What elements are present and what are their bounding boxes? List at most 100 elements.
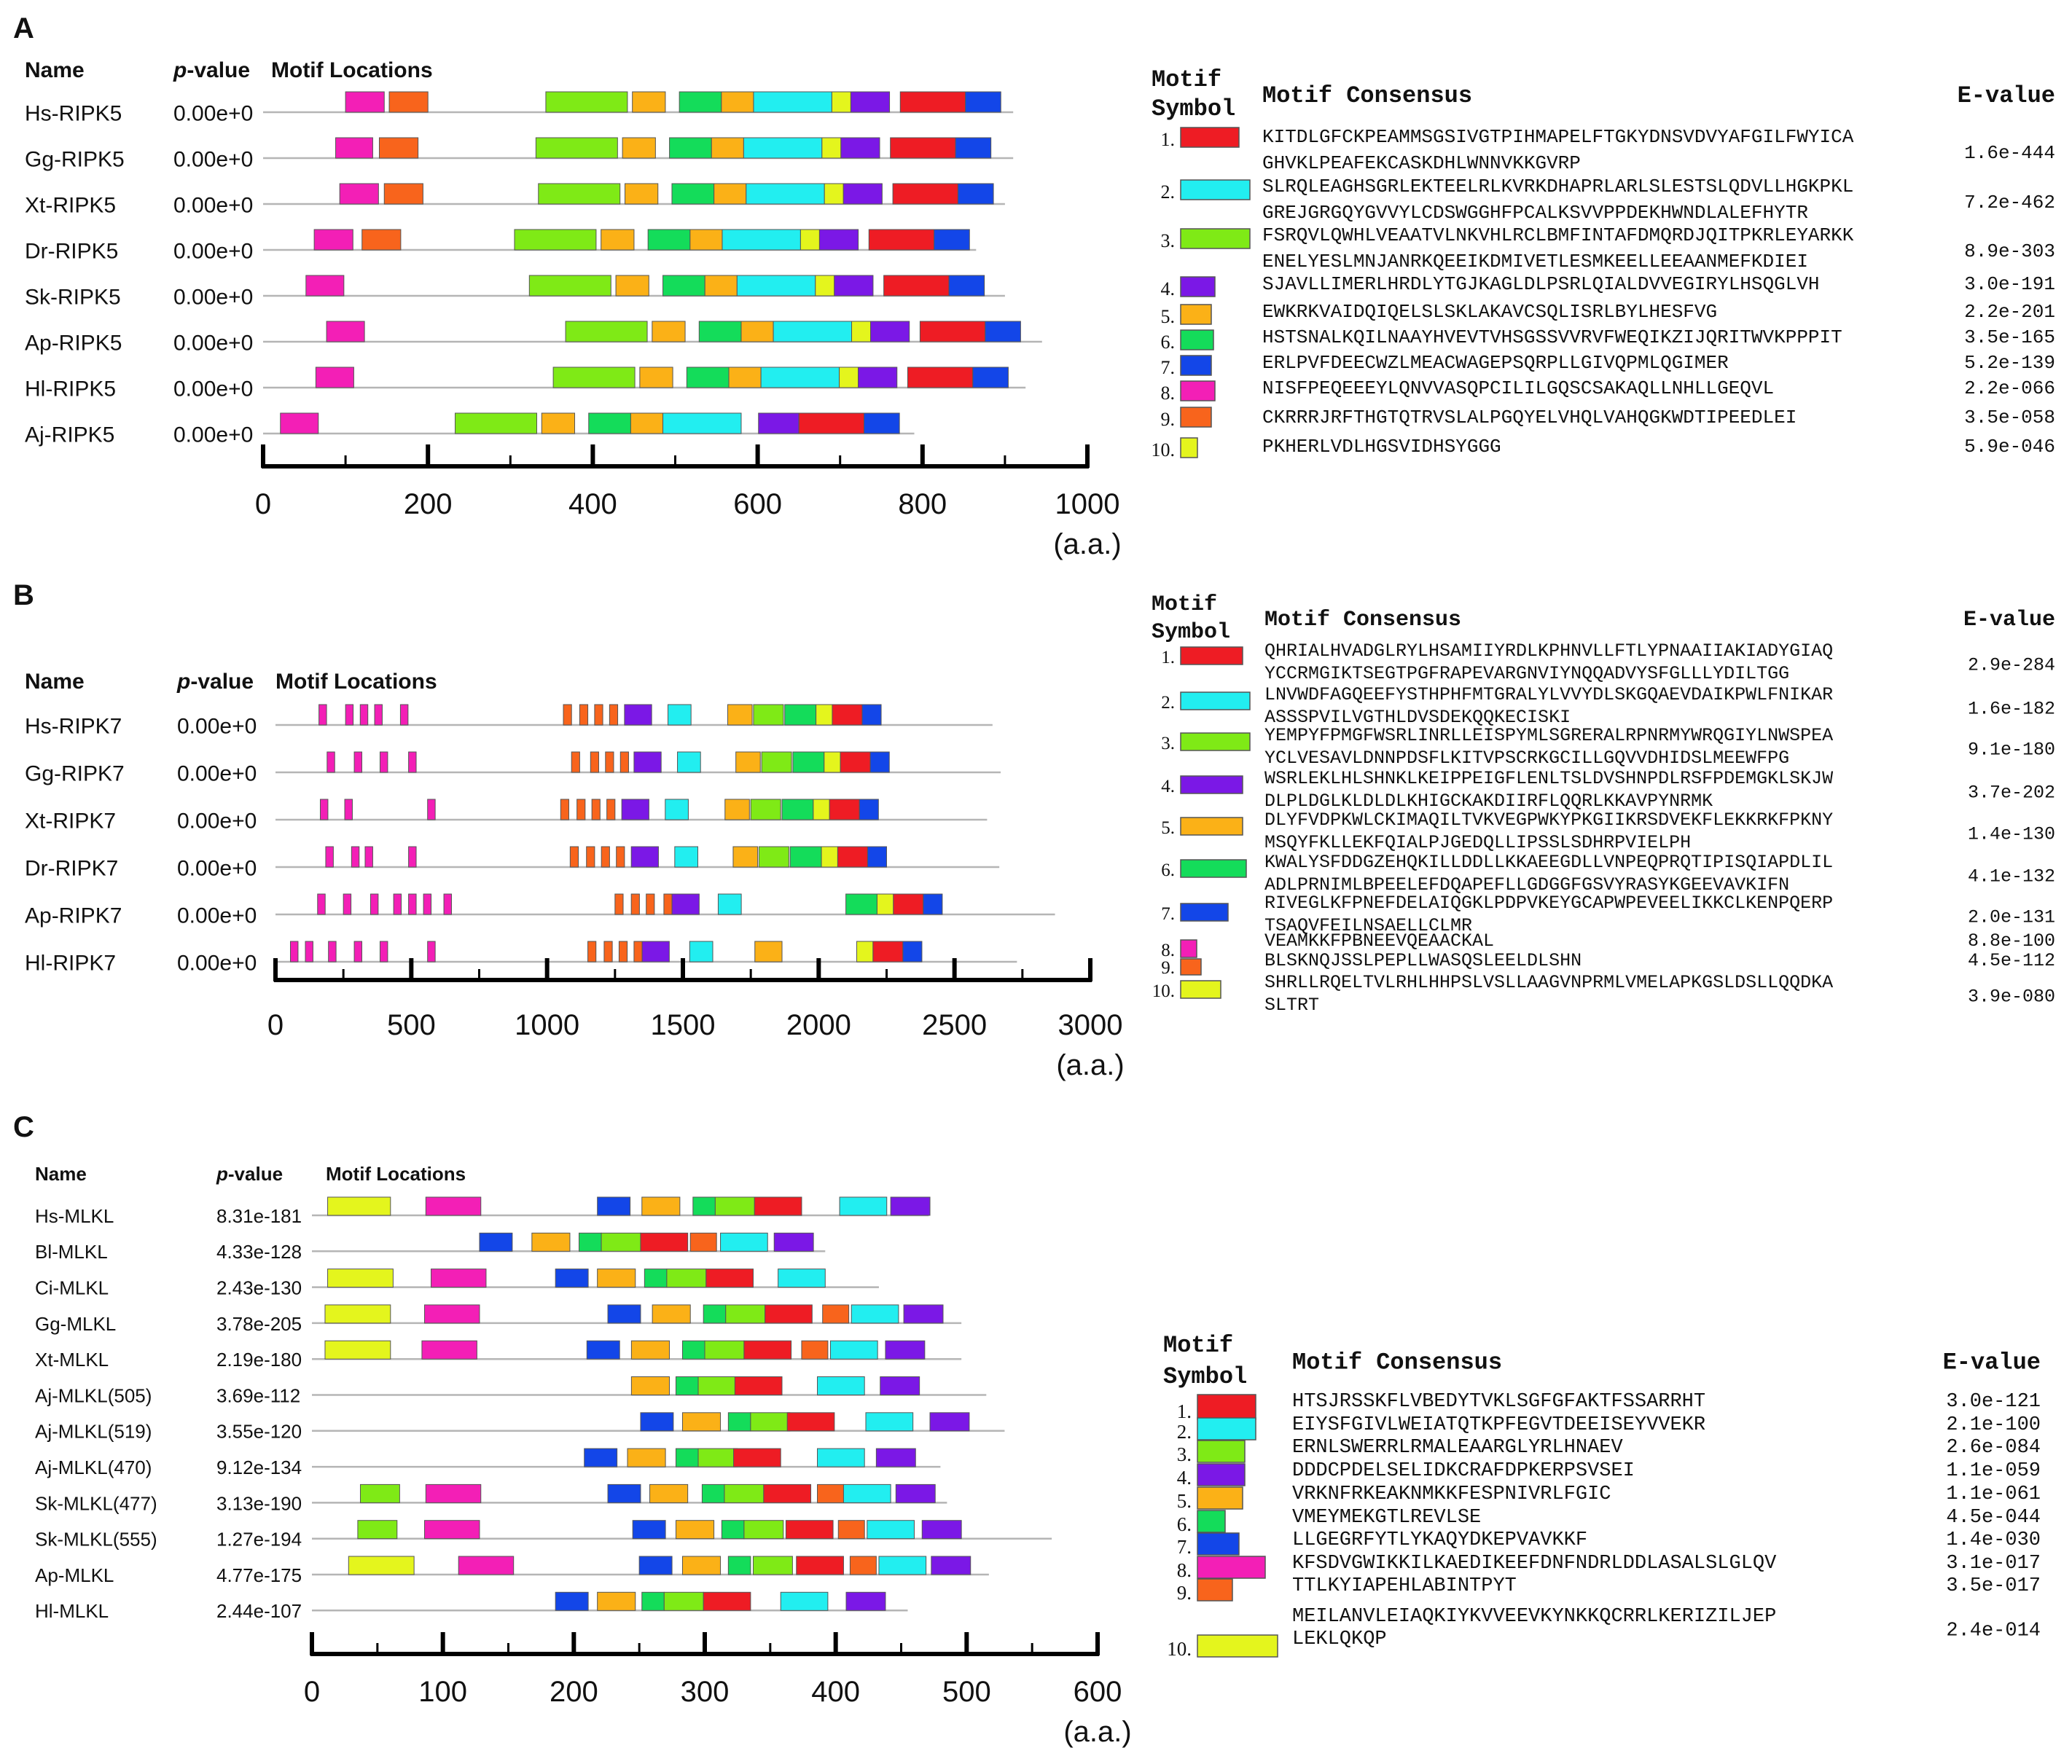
- motif-8-block: [408, 751, 417, 773]
- motif-4-block: [903, 1304, 944, 1324]
- motif-9-block: [663, 893, 673, 915]
- pvalue-header-rest: -value: [190, 670, 254, 694]
- motif-1-block: [919, 321, 986, 342]
- motif-8-symbol: [1180, 380, 1216, 401]
- motif-7-block: [597, 1196, 631, 1216]
- pvalue-header-rest: -value: [187, 58, 250, 82]
- motif-2-symbol: [1180, 179, 1251, 200]
- axis-tick-label: 1000: [515, 1009, 579, 1041]
- motif-9-block: [689, 1232, 717, 1252]
- motif-8-block: [313, 229, 353, 251]
- protein-row: Aj-RIPK5 0.00e+0: [25, 412, 915, 447]
- motif-9-symbol: [1180, 958, 1202, 976]
- motif-7-block: [859, 799, 879, 820]
- protein-row: Sk-RIPK5 0.00e+0: [25, 275, 1005, 309]
- motif-9-block: [633, 941, 643, 963]
- protein-row: Hs-MLKL 8.31e-181: [35, 1196, 931, 1227]
- motif-7-block: [955, 137, 992, 159]
- protein-name: Ci-MLKL: [35, 1277, 109, 1298]
- motif-10-block: [876, 893, 894, 915]
- motif-5-block: [641, 1196, 681, 1216]
- motif-6-block: [727, 1412, 751, 1432]
- motif-10-block: [851, 321, 872, 342]
- legend-evalue: 1.1e-061: [1946, 1483, 2041, 1505]
- legend-entry-number: 9.: [1161, 958, 1175, 978]
- legend-consensus-line: ERLPVFDEECWZLMEACWAGEPSQRPLLGIVQPMLQGIME…: [1262, 352, 1729, 374]
- motif-4-block: [834, 275, 874, 297]
- motif-7-block: [607, 1304, 641, 1324]
- motif-6-block: [789, 846, 822, 868]
- motif-7-symbol: [1197, 1532, 1240, 1556]
- legend-entry: 4. DDDCPDELSELIDKCRAFDPKERPSVSEI 1.1e-059: [1177, 1460, 2041, 1489]
- protein-row: Dr-RIPK5 0.00e+0: [25, 229, 977, 263]
- motif-3-block: [514, 229, 597, 251]
- legend-consensus-line: YCLVESAVLDNNPDSFLKITVPSCRKGCILLGQVVDHIDS…: [1264, 748, 1789, 769]
- motif-8-block: [289, 941, 299, 963]
- protein-pvalue: 0.00e+0: [173, 239, 253, 263]
- legend-consensus-line: CKRRRJRFTHGTQTRVSLALPGQYELVHQLVAHQGKWDTI…: [1262, 407, 1797, 428]
- motif-1-block: [796, 1556, 844, 1575]
- motif-1-block: [829, 799, 860, 820]
- legend-symbol-header: Motif: [1152, 592, 1217, 617]
- motif-3-block: [538, 183, 621, 205]
- motif-3-symbol: [1180, 228, 1251, 249]
- motif-3-block: [552, 366, 636, 388]
- legend-evalue-header: E-value: [1943, 1349, 2041, 1376]
- motif-5-block: [597, 1269, 636, 1288]
- motif-8-block: [339, 183, 379, 205]
- legend-evalue: 8.8e-100: [1968, 930, 2055, 952]
- legend-entry-number: 8.: [1177, 1559, 1192, 1581]
- motif-6-block: [703, 1304, 727, 1324]
- motif-6-block: [647, 229, 691, 251]
- motif-8-block: [458, 1556, 515, 1575]
- legend-evalue: 2.4e-014: [1946, 1620, 2041, 1642]
- motif-9-block: [590, 751, 599, 773]
- motif-5-block: [649, 1483, 689, 1503]
- legend-entry-number: 3.: [1161, 230, 1176, 251]
- motif-8-block: [325, 846, 334, 868]
- legend-consensus-line: YCCRMGIKTSEGTPGFRAPEVARGNVIYNQQADVYSFGLL…: [1264, 663, 1789, 684]
- legend-consensus-line: VRKNFRKEAKNMKKFESPNIVRLFGIC: [1292, 1483, 1611, 1505]
- legend-consensus-line: SLTRT: [1264, 995, 1319, 1016]
- motif-3-block: [666, 1269, 707, 1288]
- motif-1-block: [705, 1269, 754, 1288]
- motif-8-block: [345, 704, 354, 726]
- motif-7-block: [957, 183, 994, 205]
- protein-name: Sk-MLKL(477): [35, 1492, 157, 1514]
- motif-8-block: [425, 1196, 482, 1216]
- motif-9-block: [560, 799, 569, 820]
- motif-10-block: [824, 183, 844, 205]
- motif-legend: Motif Symbol Motif Consensus E-value 1. QHRIA…: [1152, 592, 2055, 1016]
- protein-row: Gg-MLKL 3.78e-205: [35, 1304, 962, 1335]
- motif-7-block: [869, 751, 890, 773]
- motif-10-block: [831, 91, 851, 113]
- axis-tick-label: 100: [418, 1676, 467, 1708]
- legend-evalue: 3.0e-121: [1946, 1391, 2041, 1413]
- motif-4-block: [621, 799, 649, 820]
- protein-row: Aj-MLKL(519) 3.55e-120: [35, 1412, 1005, 1443]
- protein-name: Sk-MLKL(555): [35, 1529, 157, 1551]
- legend-entry-number: 8.: [1161, 383, 1176, 404]
- motif-1-symbol: [1197, 1394, 1256, 1420]
- name-header: Name: [35, 1163, 87, 1185]
- motif-3-block: [535, 137, 618, 159]
- motif-3-block: [752, 1556, 793, 1575]
- legend-entry-number: 2.: [1161, 181, 1176, 203]
- motif-7-block: [586, 1340, 620, 1360]
- protein-row: Gg-RIPK7 0.00e+0: [25, 751, 1001, 785]
- legend-entry: 5. EWKRKVAIDQIQELSLSKLAKAVCSQLISRLBYLHESF…: [1161, 301, 2056, 327]
- motif-8-block: [393, 893, 402, 915]
- motif-6-symbol: [1197, 1510, 1226, 1533]
- legend-consensus-line: MEILANVLEIAQKIYKVVEEVKYNKKQCRRLKERIZILJE…: [1292, 1606, 1776, 1628]
- motif-2-block: [662, 412, 742, 434]
- protein-row: Hs-RIPK7 0.00e+0: [25, 704, 993, 738]
- motif-5-block: [627, 1448, 666, 1467]
- protein-pvalue: 3.55e-120: [216, 1421, 302, 1443]
- motif-6-block: [588, 412, 631, 434]
- motif-7-block: [555, 1269, 589, 1288]
- motif-1-block: [837, 846, 868, 868]
- axis-unit-label: (a.a.): [1053, 528, 1121, 560]
- legend-entry: 3. FSRQVLQWHLVEAATVLNKVHLRCLBMFINTAFDMQRD…: [1161, 224, 2056, 273]
- protein-name: Hs-MLKL: [35, 1205, 114, 1227]
- motif-9-block: [603, 941, 613, 963]
